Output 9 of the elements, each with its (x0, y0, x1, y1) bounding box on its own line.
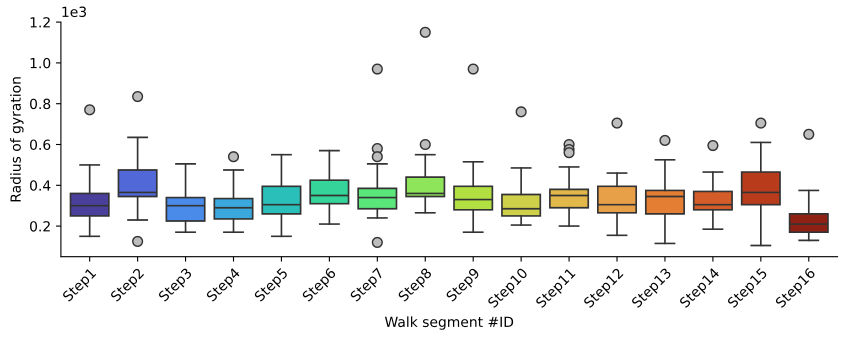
y-tick-label: 0.6 (30, 139, 50, 150)
x-axis-title: Walk segment #ID (384, 316, 514, 330)
text: 1e3 (62, 6, 86, 18)
y-tick-label: 0.4 (30, 180, 50, 191)
y-tick-label: 1.2 (30, 17, 50, 28)
y-tick-label: 0.8 (30, 98, 50, 110)
y-tick-label: 1.0 (30, 58, 50, 68)
y-tick-label: 0.2 (30, 221, 50, 232)
y-axis-title: Radius of gyration (10, 77, 24, 202)
